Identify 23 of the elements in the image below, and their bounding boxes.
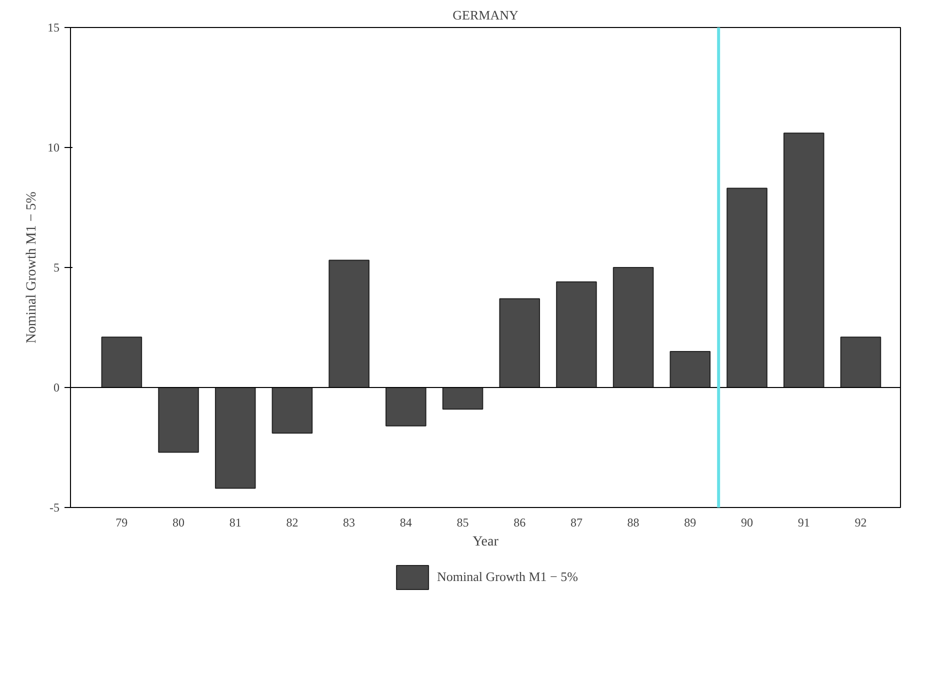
x-tick-label: 84 [400, 516, 412, 530]
x-tick-label: 85 [456, 516, 469, 530]
x-tick-label: 82 [286, 516, 298, 530]
x-tick-label: 79 [116, 516, 128, 530]
y-tick-label: 10 [48, 140, 60, 154]
x-tick-label: 87 [570, 516, 582, 530]
x-tick-label: 83 [343, 516, 356, 530]
y-tick-label: 5 [54, 260, 60, 274]
chart-title: GERMANY [452, 8, 519, 22]
legend-label: Nominal Growth M1 − 5% [437, 569, 578, 585]
x-tick-label: 91 [798, 516, 810, 530]
x-axis-title: Year [472, 534, 499, 550]
x-tick-label: 90 [741, 516, 754, 530]
x-tick-label: 80 [172, 516, 185, 530]
y-tick-label: 0 [54, 380, 60, 394]
y-tick-label: -5 [50, 500, 60, 514]
y-tick-label: 15 [48, 20, 60, 34]
x-tick-label: 89 [684, 516, 696, 530]
x-tick-label: 88 [627, 516, 640, 530]
x-tick-label: 81 [229, 516, 242, 530]
y-axis-title: Nominal Growth M1 − 5% [24, 191, 40, 344]
x-tick-label: 92 [854, 516, 867, 530]
x-tick-label: 86 [514, 516, 526, 530]
